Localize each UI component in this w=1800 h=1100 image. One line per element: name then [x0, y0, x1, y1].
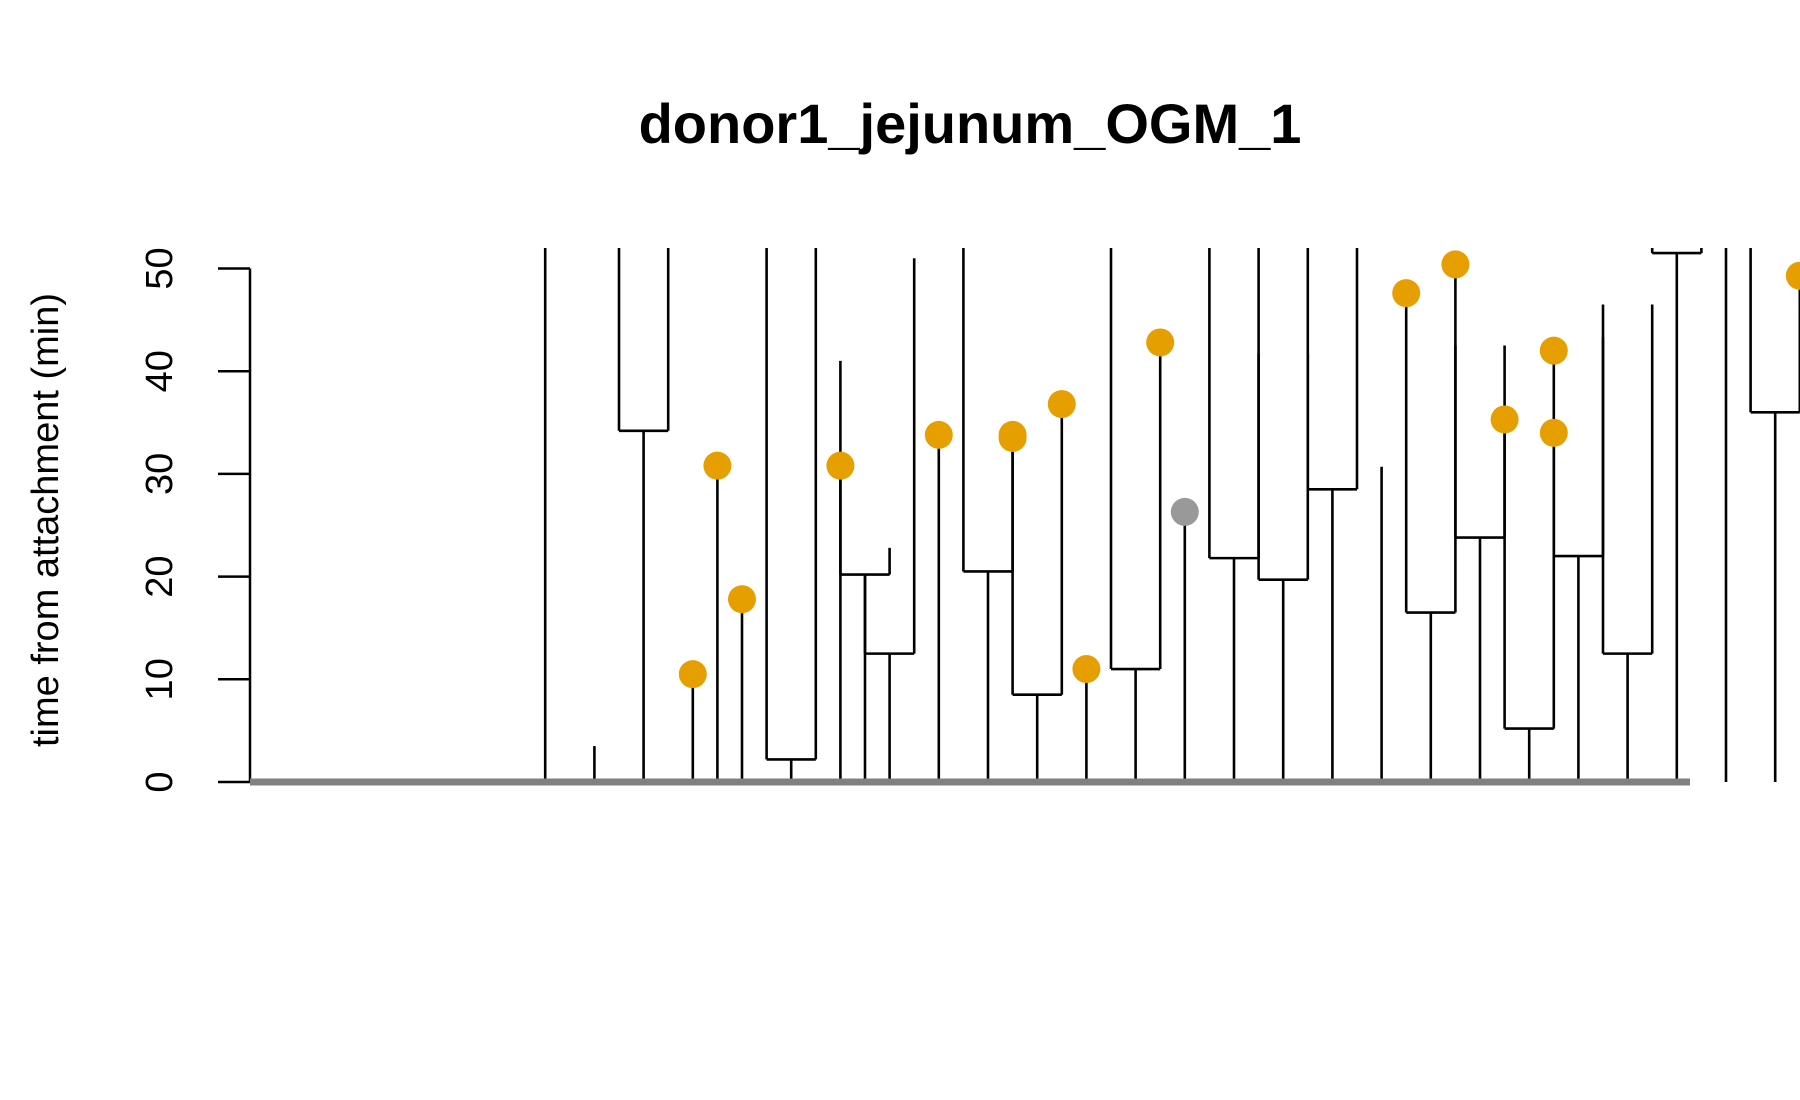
event-point: [1786, 262, 1800, 290]
event-point: [1491, 405, 1519, 433]
event-point: [999, 424, 1027, 452]
other-point: [1171, 498, 1199, 526]
event-point: [679, 660, 707, 688]
y-tick-label: 20: [139, 555, 181, 597]
lineage: [1209, 248, 1258, 782]
lineage: [1603, 304, 1652, 782]
event-point: [1540, 337, 1568, 365]
lineage: [1751, 248, 1800, 782]
y-axis: 0 10 20 30 40 50: [139, 247, 250, 792]
event-point: [703, 452, 731, 480]
lineage: [767, 248, 816, 782]
y-tick-label: 10: [139, 658, 181, 700]
lineage: [545, 248, 594, 782]
lineage: [1554, 337, 1603, 782]
lineage: [619, 248, 668, 782]
lineage: [1406, 264, 1455, 782]
event-point: [728, 585, 756, 613]
y-axis-label: time from attachment (min): [25, 293, 67, 747]
lineage: [1259, 354, 1308, 782]
event-point: [1048, 390, 1076, 418]
lineage: [1505, 419, 1554, 782]
y-tick-label: 30: [139, 453, 181, 495]
lineage: [865, 258, 914, 782]
y-tick-label: 40: [139, 350, 181, 392]
y-tick-label: 50: [139, 247, 181, 289]
lineage: [1652, 248, 1701, 782]
lineage: [1308, 248, 1357, 782]
event-points: [679, 250, 1800, 688]
lineage: [840, 466, 889, 782]
lineage: [1013, 404, 1062, 782]
lineage: [963, 248, 1012, 782]
event-point: [1441, 250, 1469, 278]
event-point: [1540, 419, 1568, 447]
event-point: [826, 452, 854, 480]
event-point: [1146, 328, 1174, 356]
y-tick-label: 0: [139, 771, 181, 792]
lineage: [1111, 248, 1160, 782]
event-point: [1072, 655, 1100, 683]
chart-title: donor1_jejunum_OGM_1: [639, 92, 1302, 155]
event-point: [1392, 279, 1420, 307]
event-point: [925, 421, 953, 449]
